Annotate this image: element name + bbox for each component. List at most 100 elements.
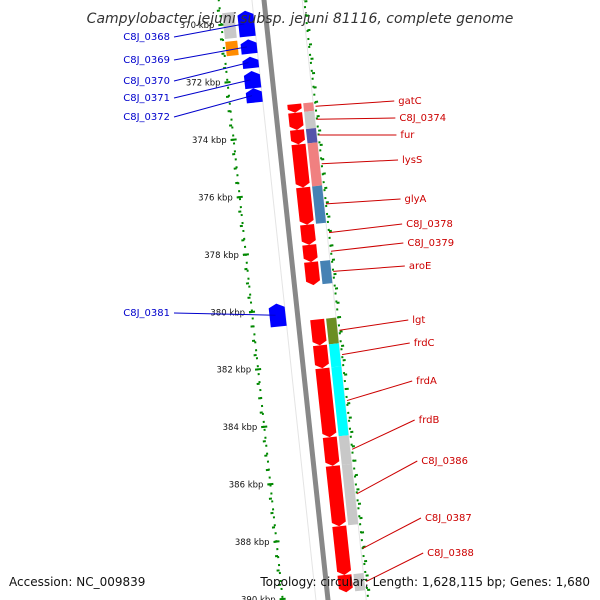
label-leader-glya xyxy=(325,198,401,205)
gene-arrow-frda[interactable] xyxy=(315,367,337,438)
gene-arrow-lgt[interactable] xyxy=(310,318,327,346)
label-leader-c8j-0371 xyxy=(173,79,251,99)
category-box-frda xyxy=(331,366,349,437)
gene-label-aroe[interactable]: aroE xyxy=(409,261,431,272)
gene-label-c8j-0371[interactable]: C8J_0371 xyxy=(123,93,170,104)
gene-arrow-c8j-0372[interactable] xyxy=(245,88,263,104)
label-leader-lgt xyxy=(339,319,409,331)
category-box-c8j-0386 xyxy=(341,463,359,526)
accession-text: Accession: NC_009839 xyxy=(9,575,145,589)
gene-label-c8j-0378[interactable]: C8J_0378 xyxy=(406,219,453,230)
scale-tick-label: 372 kbp xyxy=(186,79,221,89)
label-leader-c8j-0381 xyxy=(173,312,276,316)
gene-label-fur[interactable]: fur xyxy=(400,130,415,141)
gene-arrow-c8j-0387[interactable] xyxy=(332,525,351,576)
gene-arrow-c8j-0370[interactable] xyxy=(242,56,260,69)
scale-tick-label: 388 kbp xyxy=(235,538,270,548)
gene-arrow-c8j-0386[interactable] xyxy=(325,465,346,527)
gene-label-c8j-0379[interactable]: C8J_0379 xyxy=(407,238,454,249)
scale-tick-label: 390 kbp xyxy=(241,595,276,600)
gene-label-frdc[interactable]: frdC xyxy=(414,338,435,349)
gene-arrow-lyss[interactable] xyxy=(291,143,310,188)
category-box-gatc xyxy=(303,102,314,112)
label-leader-c8j-0370 xyxy=(173,62,249,82)
gene-label-frdb[interactable]: frdB xyxy=(419,415,440,426)
label-leader-aroe xyxy=(333,265,405,272)
category-box-fur xyxy=(305,128,318,144)
category-box-frdb xyxy=(338,435,352,465)
gene-label-lyss[interactable]: lysS xyxy=(402,155,422,166)
category-box-lyss xyxy=(307,142,322,187)
label-leader-c8j-0378 xyxy=(328,223,403,234)
minus-track-edge xyxy=(251,0,317,600)
gene-arrow-c8j-0379[interactable] xyxy=(302,244,318,263)
inner-dotted-ring xyxy=(303,0,370,600)
backbone-line xyxy=(261,0,331,600)
label-leader-c8j-0386 xyxy=(356,460,418,495)
scale-tick-label: 378 kbp xyxy=(204,251,239,261)
category-box-lgt xyxy=(326,317,339,345)
category-box-frdc xyxy=(328,343,342,368)
category-box-aroe xyxy=(320,260,333,285)
genome-backbone xyxy=(251,0,367,600)
gene-label-c8j-0381[interactable]: C8J_0381 xyxy=(123,308,170,319)
gene-label-c8j-0386[interactable]: C8J_0386 xyxy=(421,456,468,467)
label-leader-c8j-0372 xyxy=(173,95,253,118)
gene-label-c8j-0372[interactable]: C8J_0372 xyxy=(123,112,170,123)
category-box-c8j-0369 xyxy=(225,40,239,57)
label-leader-gatc xyxy=(315,100,395,107)
outer-dotted-ring xyxy=(217,0,284,600)
gene-label-c8j-0370[interactable]: C8J_0370 xyxy=(123,76,170,87)
gene-label-c8j-0368[interactable]: C8J_0368 xyxy=(123,32,170,43)
label-leader-lyss xyxy=(321,159,399,165)
category-box-c8j-0388 xyxy=(353,573,366,592)
gene-label-lgt[interactable]: lgt xyxy=(412,315,425,326)
scale-tick-label: 384 kbp xyxy=(223,423,258,433)
gene-arrow-c8j-0374[interactable] xyxy=(288,112,304,130)
gene-arrow-c8j-0371[interactable] xyxy=(243,71,262,90)
label-leader-frdc xyxy=(341,342,410,356)
gene-arrow-c8j-0381[interactable] xyxy=(268,303,287,328)
gene-label-c8j-0369[interactable]: C8J_0369 xyxy=(123,55,170,66)
plus-track-edge xyxy=(301,0,367,600)
gene-label-glya[interactable]: glyA xyxy=(405,194,427,205)
gene-features xyxy=(222,10,366,593)
scale-tick-label: 386 kbp xyxy=(229,481,264,491)
label-leader-c8j-0388 xyxy=(366,552,424,582)
gene-arrow-c8j-0378[interactable] xyxy=(300,224,316,245)
scale-ticks: 370 kbp 372 kbp 374 kbp 376 kbp 378 kbp 380 k… xyxy=(180,0,371,600)
gene-arrow-c8j-0388[interactable] xyxy=(337,574,353,593)
scale-tick-label: 376 kbp xyxy=(198,193,233,203)
gene-arrow-gatc[interactable] xyxy=(287,103,302,113)
label-leader-frdb xyxy=(351,419,415,450)
label-leader-c8j-0374 xyxy=(316,117,396,120)
gene-label-c8j-0387[interactable]: C8J_0387 xyxy=(425,513,472,524)
label-leader-c8j-0369 xyxy=(173,46,247,61)
gene-label-gatc[interactable]: gatC xyxy=(398,96,421,107)
gene-arrow-c8j-0368[interactable] xyxy=(237,10,256,38)
gene-arrow-glya[interactable] xyxy=(296,186,314,225)
gene-arrow-frdb[interactable] xyxy=(322,436,340,466)
gene-arrow-c8j-0369[interactable] xyxy=(240,39,258,55)
gene-label-frda[interactable]: frdA xyxy=(416,376,437,387)
scale-tick-label: 374 kbp xyxy=(192,136,227,146)
label-leader-c8j-0379 xyxy=(330,242,404,252)
category-box-c8j-0368 xyxy=(222,11,237,39)
category-box-c8j-0374 xyxy=(304,110,316,130)
map-title: Campylobacter jejuni subsp. jejuni 81116… xyxy=(87,11,514,27)
scale-tick-label: 380 kbp xyxy=(210,308,245,318)
dotted-rings xyxy=(217,0,370,600)
category-box-glya xyxy=(312,185,326,224)
label-leader-c8j-0368 xyxy=(173,23,245,38)
label-leader-c8j-0387 xyxy=(362,517,422,549)
gene-arrow-fur[interactable] xyxy=(290,129,305,145)
gene-labels: C8J_0368 C8J_0369 C8J_0370 C8J_0371 C8J_0372… xyxy=(123,23,474,582)
gene-label-c8j-0374[interactable]: C8J_0374 xyxy=(399,113,446,124)
gene-arrow-frdc[interactable] xyxy=(313,344,329,369)
gene-label-c8j-0388[interactable]: C8J_0388 xyxy=(427,548,474,559)
genome-summary: Topology: circular; Length: 1,628,115 bp… xyxy=(259,575,590,589)
gene-arrow-aroe[interactable] xyxy=(304,261,320,286)
label-leader-frda xyxy=(346,380,413,402)
scale-tick-label: 370 kbp xyxy=(180,21,215,31)
